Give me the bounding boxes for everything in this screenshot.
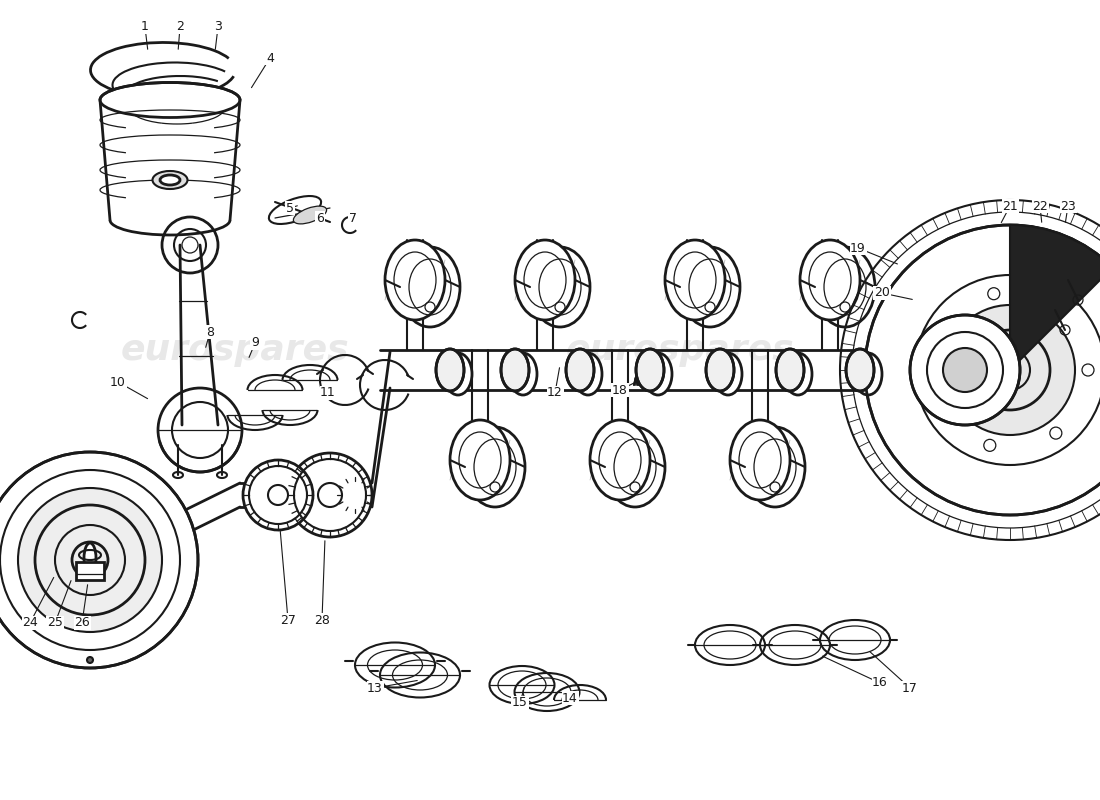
Ellipse shape xyxy=(160,175,180,185)
FancyBboxPatch shape xyxy=(76,562,104,580)
Circle shape xyxy=(288,453,372,537)
Text: 22: 22 xyxy=(1032,199,1048,213)
Circle shape xyxy=(87,657,94,663)
Ellipse shape xyxy=(400,247,460,327)
Ellipse shape xyxy=(515,240,575,320)
Circle shape xyxy=(318,483,342,507)
Ellipse shape xyxy=(644,353,672,395)
Circle shape xyxy=(910,315,1020,425)
Text: eurospares: eurospares xyxy=(565,333,794,367)
Text: 7: 7 xyxy=(349,211,358,225)
Circle shape xyxy=(268,485,288,505)
Text: 13: 13 xyxy=(367,682,383,694)
Wedge shape xyxy=(1010,225,1100,370)
Ellipse shape xyxy=(680,247,740,327)
Text: 6: 6 xyxy=(316,211,323,225)
Ellipse shape xyxy=(846,349,874,391)
Text: 20: 20 xyxy=(874,286,890,299)
Text: 3: 3 xyxy=(214,21,222,34)
Circle shape xyxy=(18,488,162,632)
Circle shape xyxy=(243,460,314,530)
Text: 18: 18 xyxy=(612,383,628,397)
Ellipse shape xyxy=(444,353,472,395)
Ellipse shape xyxy=(436,349,464,391)
Ellipse shape xyxy=(854,353,882,395)
Text: 25: 25 xyxy=(47,617,63,630)
Text: 9: 9 xyxy=(251,337,258,350)
Ellipse shape xyxy=(590,420,650,500)
Text: 19: 19 xyxy=(850,242,866,254)
Text: 15: 15 xyxy=(513,697,528,710)
Ellipse shape xyxy=(566,349,594,391)
Text: 28: 28 xyxy=(315,614,330,626)
Text: 23: 23 xyxy=(1060,199,1076,213)
Ellipse shape xyxy=(268,196,321,224)
Text: 17: 17 xyxy=(902,682,917,694)
Ellipse shape xyxy=(500,349,529,391)
Ellipse shape xyxy=(450,420,510,500)
Ellipse shape xyxy=(100,82,240,118)
Ellipse shape xyxy=(574,353,602,395)
Circle shape xyxy=(945,305,1075,435)
Ellipse shape xyxy=(385,240,446,320)
Ellipse shape xyxy=(815,247,875,327)
Ellipse shape xyxy=(509,353,537,395)
Text: 8: 8 xyxy=(206,326,214,338)
Text: 27: 27 xyxy=(280,614,296,626)
Ellipse shape xyxy=(800,240,860,320)
Text: 4: 4 xyxy=(266,51,274,65)
Ellipse shape xyxy=(784,353,812,395)
Ellipse shape xyxy=(636,349,664,391)
Ellipse shape xyxy=(776,349,804,391)
Ellipse shape xyxy=(530,247,590,327)
Ellipse shape xyxy=(666,240,725,320)
Text: 2: 2 xyxy=(176,21,184,34)
Text: 26: 26 xyxy=(74,617,90,630)
Ellipse shape xyxy=(84,543,96,573)
Ellipse shape xyxy=(153,171,187,189)
Text: eurospares: eurospares xyxy=(121,333,350,367)
Circle shape xyxy=(865,225,1100,515)
Text: 12: 12 xyxy=(547,386,563,399)
Ellipse shape xyxy=(714,353,742,395)
Text: 11: 11 xyxy=(320,386,336,399)
Text: 16: 16 xyxy=(872,677,888,690)
Circle shape xyxy=(0,452,198,668)
Text: 5: 5 xyxy=(286,202,294,214)
Ellipse shape xyxy=(465,427,525,507)
Ellipse shape xyxy=(730,420,790,500)
Ellipse shape xyxy=(605,427,665,507)
Text: 10: 10 xyxy=(110,375,125,389)
Ellipse shape xyxy=(294,206,327,224)
Text: 1: 1 xyxy=(141,21,149,34)
Text: 14: 14 xyxy=(562,691,578,705)
Ellipse shape xyxy=(745,427,805,507)
Text: 24: 24 xyxy=(22,617,37,630)
Text: 21: 21 xyxy=(1002,199,1018,213)
Circle shape xyxy=(943,348,987,392)
Ellipse shape xyxy=(706,349,734,391)
